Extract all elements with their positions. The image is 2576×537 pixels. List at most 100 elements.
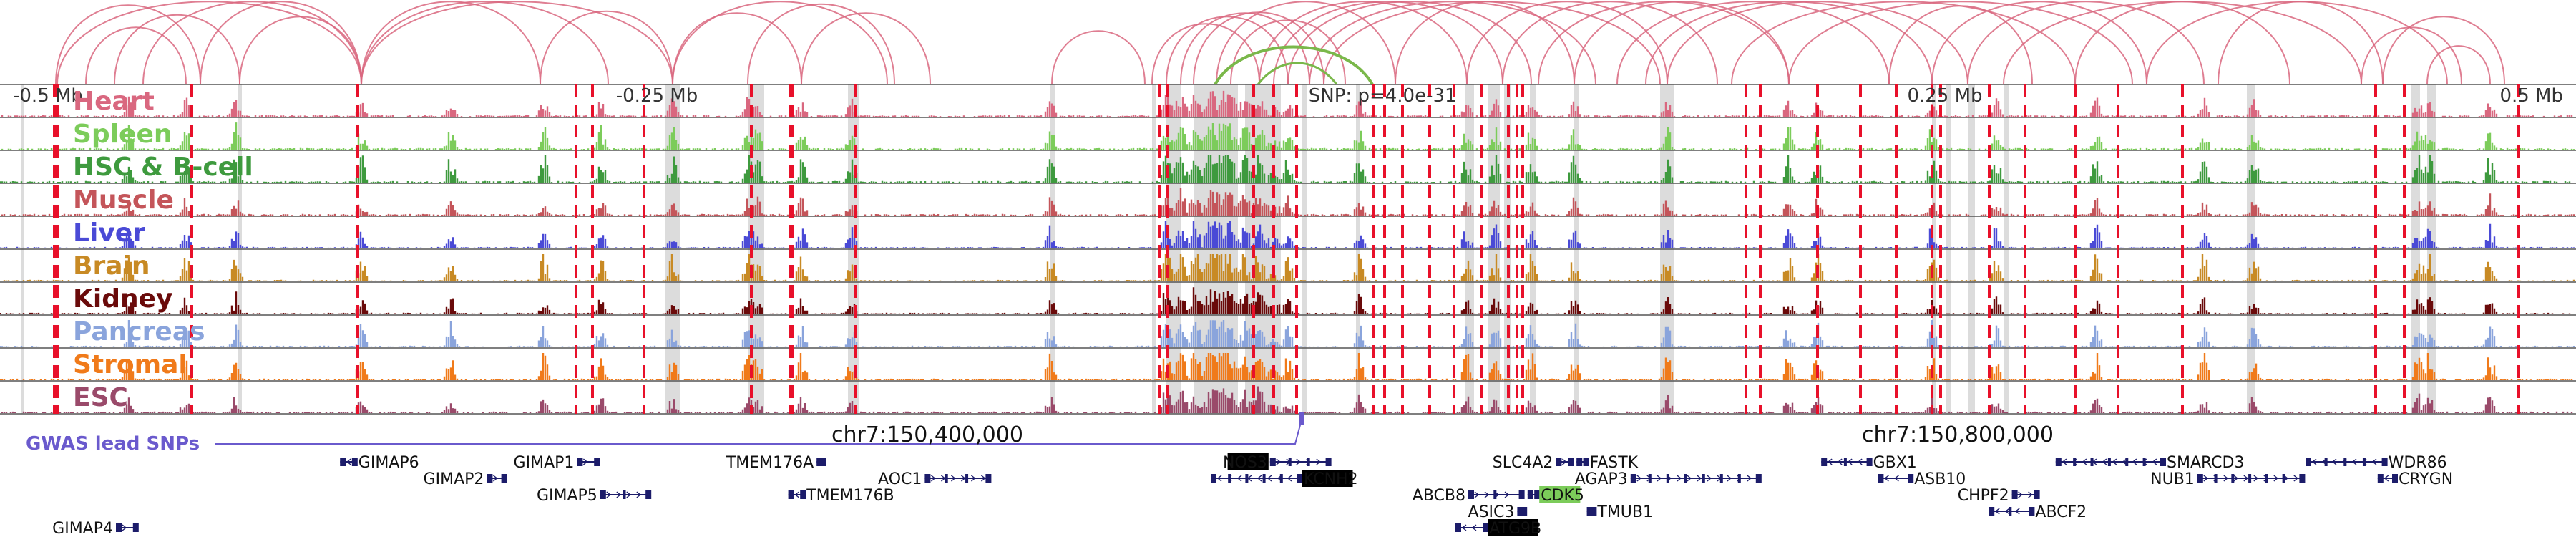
loop-arc-20	[1216, 1, 1396, 85]
strand-arrow	[1216, 475, 1222, 482]
gene-abcb8[interactable]: ABCB8	[1413, 487, 1525, 505]
gene-label: GIMAP6	[358, 454, 419, 472]
strand-arrow	[1287, 475, 1292, 482]
signal-peaks	[0, 221, 2575, 248]
gene-wdr86[interactable]: WDR86	[2306, 454, 2447, 472]
loop-arc-32	[1616, 1, 1890, 85]
regulatory-marker-lines	[53, 84, 2520, 414]
gene-tmem176b[interactable]: TMEM176B	[788, 487, 894, 505]
track-hsc-b-cell	[0, 150, 2576, 183]
loop-arc-8	[361, 1, 609, 85]
gwas-snp-marker	[1299, 412, 1304, 425]
gene-exon	[1307, 458, 1310, 466]
gene-nub1[interactable]: NUB1	[2150, 470, 2306, 488]
track-label-esc: ESC	[73, 383, 128, 412]
track-label-heart: Heart	[73, 87, 155, 116]
gene-abcf2[interactable]: ABCF2	[1989, 503, 2087, 521]
strand-arrow	[1286, 458, 1291, 465]
gene-gimap2[interactable]: GIMAP2	[424, 470, 507, 488]
gene-nos3[interactable]: NOS3	[1223, 453, 1332, 472]
gene-exon	[2034, 490, 2040, 499]
gene-tmub1[interactable]: TMUB1	[1586, 503, 1653, 521]
loop-arc-1	[85, 26, 187, 85]
axis-label-plus-0-5mb: 0.5 Mb	[2499, 85, 2563, 107]
strand-arrow	[2283, 475, 2288, 482]
strand-arrow	[606, 491, 611, 498]
gene-cdk5[interactable]: CDK5	[1527, 486, 1584, 505]
gene-label: TMEM176A	[726, 454, 814, 472]
track-label-spleen: Spleen	[73, 120, 172, 149]
strand-arrow	[2384, 475, 2389, 482]
gene-slc4a2[interactable]: SLC4A2	[1493, 454, 1574, 472]
gene-aoc1[interactable]: AOC1	[878, 470, 992, 488]
gene-crygn[interactable]: CRYGN	[2377, 470, 2453, 488]
gene-exon	[1591, 507, 1597, 516]
loop-arc-2	[114, 14, 240, 85]
gene-highlight-box	[1302, 470, 1353, 487]
gene-exon	[2324, 458, 2328, 466]
gene-exon	[2125, 458, 2129, 466]
strand-arrow	[1471, 524, 1477, 531]
gene-exon	[800, 490, 806, 499]
strand-arrow	[1494, 491, 1500, 498]
gene-asb10[interactable]: ASB10	[1878, 470, 1966, 488]
gene-exon	[1262, 474, 1266, 483]
strand-arrow	[1461, 524, 1467, 531]
gene-exon	[1586, 507, 1593, 516]
gene-exon	[1455, 523, 1461, 532]
signal-peaks	[1, 122, 2575, 150]
gene-exon	[1297, 474, 1303, 483]
strand-arrow	[1306, 458, 1311, 465]
gwas-lead-snps-track: GWAS lead SNPs	[26, 412, 1304, 455]
gene-chpf2[interactable]: CHPF2	[1958, 487, 2040, 505]
gene-kcnh2[interactable]: KCNH2	[1211, 470, 1358, 488]
loop-arc-5	[200, 1, 362, 85]
gene-exon	[1908, 474, 1914, 483]
strand-arrow	[2311, 458, 2317, 465]
axis-label-minus-0-25mb: -0.25 Mb	[616, 85, 698, 107]
gene-exon	[1325, 458, 1332, 466]
strand-arrow	[1858, 458, 1863, 465]
gene-gbx1[interactable]: GBX1	[1821, 454, 1917, 472]
signal-peaks	[1, 386, 2573, 413]
gene-fastk[interactable]: FASTK	[1576, 454, 1639, 472]
gene-asic3[interactable]: ASIC3	[1468, 503, 1528, 521]
gene-label: CRYGN	[2399, 470, 2453, 488]
gene-label: CHPF2	[1958, 487, 2009, 505]
gene-atg9b[interactable]: ATG9B	[1455, 519, 1541, 537]
gene-exon	[2090, 458, 2094, 466]
position-axis: -0.5 Mb -0.25 Mb SNP: p=4.0e-31 0.25 Mb …	[13, 85, 2563, 107]
gene-label: NUB1	[2150, 470, 2195, 488]
gene-gimap4[interactable]: GIMAP4	[52, 520, 139, 537]
gene-exon	[2160, 458, 2166, 466]
gene-smarcd3[interactable]: SMARCD3	[2055, 454, 2245, 472]
loop-arc-6	[239, 16, 362, 85]
signal-peaks	[3, 254, 2575, 281]
gene-exon	[1755, 474, 1762, 483]
loop-arc-39	[1967, 1, 2205, 85]
strand-arrow	[1727, 475, 1732, 482]
track-muscle	[0, 183, 2576, 216]
gene-exon	[788, 490, 794, 499]
loop-arc-27	[1395, 1, 1575, 85]
gene-exon	[2055, 458, 2062, 466]
gene-label: NOS3	[1223, 454, 1267, 472]
gene-gimap5[interactable]: GIMAP5	[537, 487, 652, 505]
strand-arrow	[2072, 458, 2077, 465]
strand-arrow	[2082, 458, 2087, 465]
gene-gimap1[interactable]: GIMAP1	[514, 454, 600, 472]
gene-gimap6[interactable]: GIMAP6	[340, 454, 419, 472]
track-esc	[0, 380, 2576, 413]
loop-arc-11	[672, 12, 802, 85]
gene-agap3[interactable]: AGAP3	[1575, 470, 1762, 488]
gene-exon	[1517, 507, 1523, 516]
gene-tmem176a[interactable]: TMEM176A	[726, 454, 826, 472]
strand-arrow	[2062, 458, 2067, 465]
strand-arrow	[2112, 458, 2117, 465]
gene-label: FASTK	[1590, 454, 1639, 472]
loop-arc-38	[1931, 1, 2147, 85]
gene-exon	[645, 490, 652, 499]
strand-arrow	[2263, 475, 2268, 482]
strand-arrow	[2142, 458, 2147, 465]
signal-peaks	[1, 188, 2575, 216]
